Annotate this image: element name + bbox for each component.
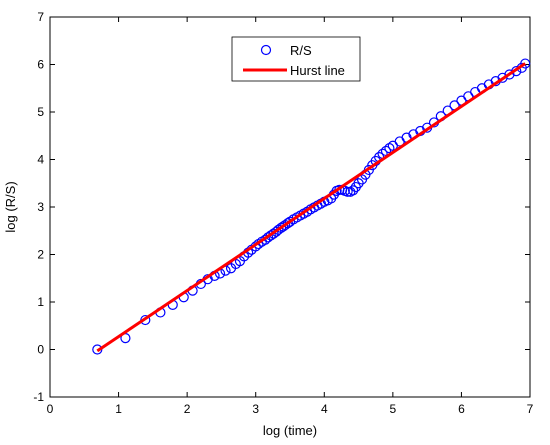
rs-point <box>262 232 274 243</box>
rs-point <box>342 186 353 197</box>
x-tick-label: 4 <box>321 402 328 416</box>
x-axis-label: log (time) <box>263 423 317 438</box>
y-tick-label: -1 <box>33 390 44 404</box>
y-tick-label: 6 <box>37 58 44 72</box>
rs-point <box>347 185 359 196</box>
y-tick-label: 4 <box>37 153 44 167</box>
legend: R/S Hurst line <box>231 36 361 82</box>
legend-label-rs: R/S <box>290 43 312 58</box>
rs-point <box>504 69 515 80</box>
rs-point <box>265 230 276 241</box>
y-tick-label: 0 <box>37 343 44 357</box>
series-layer <box>92 58 531 355</box>
x-tick-label: 3 <box>252 402 259 416</box>
x-tick-label: 5 <box>390 402 397 416</box>
legend-label-hurst: Hurst line <box>290 63 345 78</box>
hurst-line <box>96 62 527 353</box>
x-tick-label: 2 <box>184 402 191 416</box>
rs-point <box>282 218 294 229</box>
legend-box <box>231 36 361 82</box>
legend-marker-rs <box>260 44 272 56</box>
y-tick-label: 2 <box>37 248 44 262</box>
x-tick-label: 1 <box>115 402 122 416</box>
rs-point <box>520 58 531 69</box>
y-tick-label: 1 <box>37 295 44 309</box>
x-tick-label: 0 <box>47 402 54 416</box>
y-tick-label: 3 <box>37 200 44 214</box>
y-tick-label: 7 <box>37 10 44 24</box>
rs-point <box>353 178 364 189</box>
x-tick-label: 7 <box>527 402 534 416</box>
rs-point <box>497 72 508 83</box>
y-tick-label: 5 <box>37 105 44 119</box>
x-tick-label: 6 <box>458 402 465 416</box>
y-axis-label: log (R/S) <box>3 181 18 232</box>
rs-point <box>384 143 395 154</box>
